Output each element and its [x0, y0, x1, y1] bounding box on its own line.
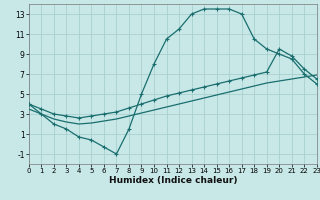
X-axis label: Humidex (Indice chaleur): Humidex (Indice chaleur): [108, 176, 237, 185]
